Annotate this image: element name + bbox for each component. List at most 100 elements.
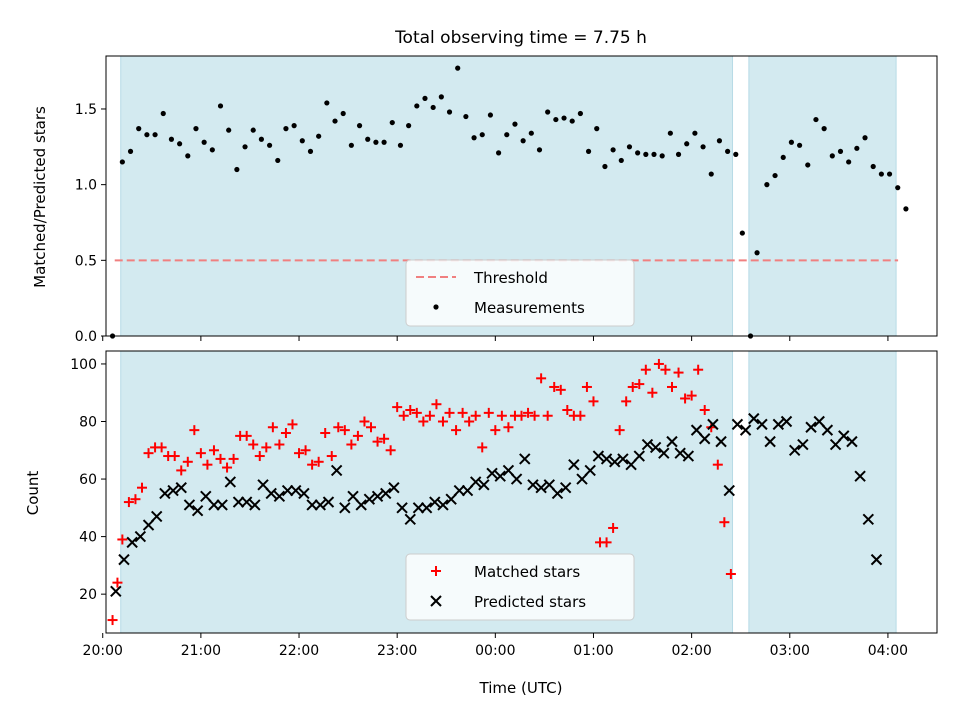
matched-star-point	[359, 416, 370, 427]
predicted-star-point	[780, 415, 793, 428]
measurement-point	[813, 116, 819, 123]
x-marker-b	[780, 415, 793, 428]
top-observing-band	[748, 56, 897, 336]
top-axes-frame	[105, 55, 938, 337]
matched-star-point	[529, 410, 540, 421]
top-y-tick-label: 0.5	[75, 253, 97, 269]
matched-star-point	[143, 448, 154, 459]
x-marker-b	[527, 479, 539, 491]
x-marker-b	[690, 424, 703, 436]
matched-star-point	[267, 422, 278, 433]
matched-star-point	[117, 534, 128, 545]
measurement-point	[754, 250, 760, 256]
x-marker-b	[674, 447, 686, 459]
measurement-point	[504, 132, 510, 138]
matched-star-point	[189, 425, 200, 436]
matched-star-point	[424, 410, 435, 421]
predicted-star-point	[764, 435, 776, 448]
x-marker-b	[682, 450, 695, 462]
x-marker-b	[813, 415, 825, 428]
measurement-point	[829, 153, 835, 159]
measurement-point	[739, 230, 745, 236]
measurement-point	[520, 138, 526, 144]
x-marker-b	[412, 502, 425, 514]
x-marker-b	[699, 433, 711, 445]
matched-star-point	[195, 448, 206, 459]
predicted-star-point	[191, 504, 204, 517]
x-axis-label: Time (UTC)	[479, 679, 563, 697]
measurement-point	[438, 94, 444, 100]
measurement-point	[585, 148, 592, 154]
bottom-y-tick-label: 100	[70, 357, 97, 373]
measurement-point	[160, 110, 166, 117]
predicted-star-point	[380, 487, 392, 500]
x-marker-b	[232, 496, 245, 508]
predicted-star-point	[265, 487, 277, 500]
x-marker-b	[306, 499, 318, 511]
matched-star-point	[352, 430, 363, 441]
x-marker-b	[371, 490, 384, 503]
measurement-point	[854, 145, 860, 151]
measurement-point	[837, 148, 844, 154]
measurement-point	[119, 159, 125, 165]
x-marker-b	[772, 418, 785, 431]
matched-star-point	[562, 404, 573, 415]
predicted-star-point	[159, 487, 171, 500]
x-marker-b	[240, 496, 253, 508]
top-y-tick-label: 0.0	[75, 329, 97, 345]
predicted-star-point	[469, 476, 482, 488]
matched-star-point	[156, 442, 167, 453]
x-marker-b	[649, 441, 662, 454]
matched-star-point	[379, 433, 390, 444]
x-tick-label: 23:00	[377, 643, 417, 659]
predicted-star-point	[510, 473, 523, 485]
matched-star-point	[222, 462, 233, 473]
predicted-star-point	[862, 513, 875, 526]
predicted-star-point	[600, 453, 613, 465]
x-marker-b	[609, 456, 621, 468]
measurement-point	[356, 123, 363, 129]
matched-star-point	[241, 430, 252, 441]
matched-star-point	[326, 451, 337, 462]
measurement-point	[878, 171, 884, 177]
predicted-star-point	[690, 424, 703, 436]
x-marker-b	[396, 502, 408, 514]
predicted-star-point	[739, 424, 752, 436]
predicted-star-point	[821, 424, 834, 436]
predicted-star-point	[437, 499, 449, 511]
matched-star-point	[444, 407, 455, 418]
x-marker-b	[273, 490, 286, 503]
measurement-point	[127, 148, 134, 154]
x-marker-b	[535, 481, 547, 494]
measurement-point	[610, 147, 616, 153]
top-legend-box	[405, 259, 635, 327]
matched-star-point	[228, 453, 239, 464]
measurement-point	[414, 103, 420, 109]
x-marker-b	[437, 499, 449, 511]
top-y-tick-label: 1.0	[75, 178, 97, 194]
x-tick-label: 01:00	[573, 643, 613, 659]
matched-star-point	[392, 402, 403, 413]
x-marker-b	[764, 435, 776, 448]
measurement-point	[168, 136, 175, 142]
measurement-point	[796, 142, 803, 148]
measurement-point	[365, 136, 371, 142]
measurement-point	[177, 141, 183, 147]
predicted-star-point	[314, 499, 327, 511]
x-marker-b	[576, 473, 588, 485]
predicted-star-point	[609, 456, 621, 468]
legend-matched-swatch	[431, 566, 441, 576]
measurement-point	[659, 153, 665, 159]
predicted-star-point	[699, 433, 711, 445]
measurement-point	[886, 171, 893, 177]
measurement-point	[242, 144, 248, 150]
predicted-star-point	[502, 464, 515, 477]
measurement-point	[700, 144, 706, 150]
x-tick-label: 20:00	[83, 643, 123, 659]
predicted-star-point	[731, 418, 744, 431]
x-marker-b	[666, 435, 678, 448]
predicted-star-point	[748, 412, 760, 425]
predicted-star-point	[519, 453, 531, 465]
x-marker-b	[870, 553, 883, 566]
matched-star-point	[464, 416, 475, 427]
